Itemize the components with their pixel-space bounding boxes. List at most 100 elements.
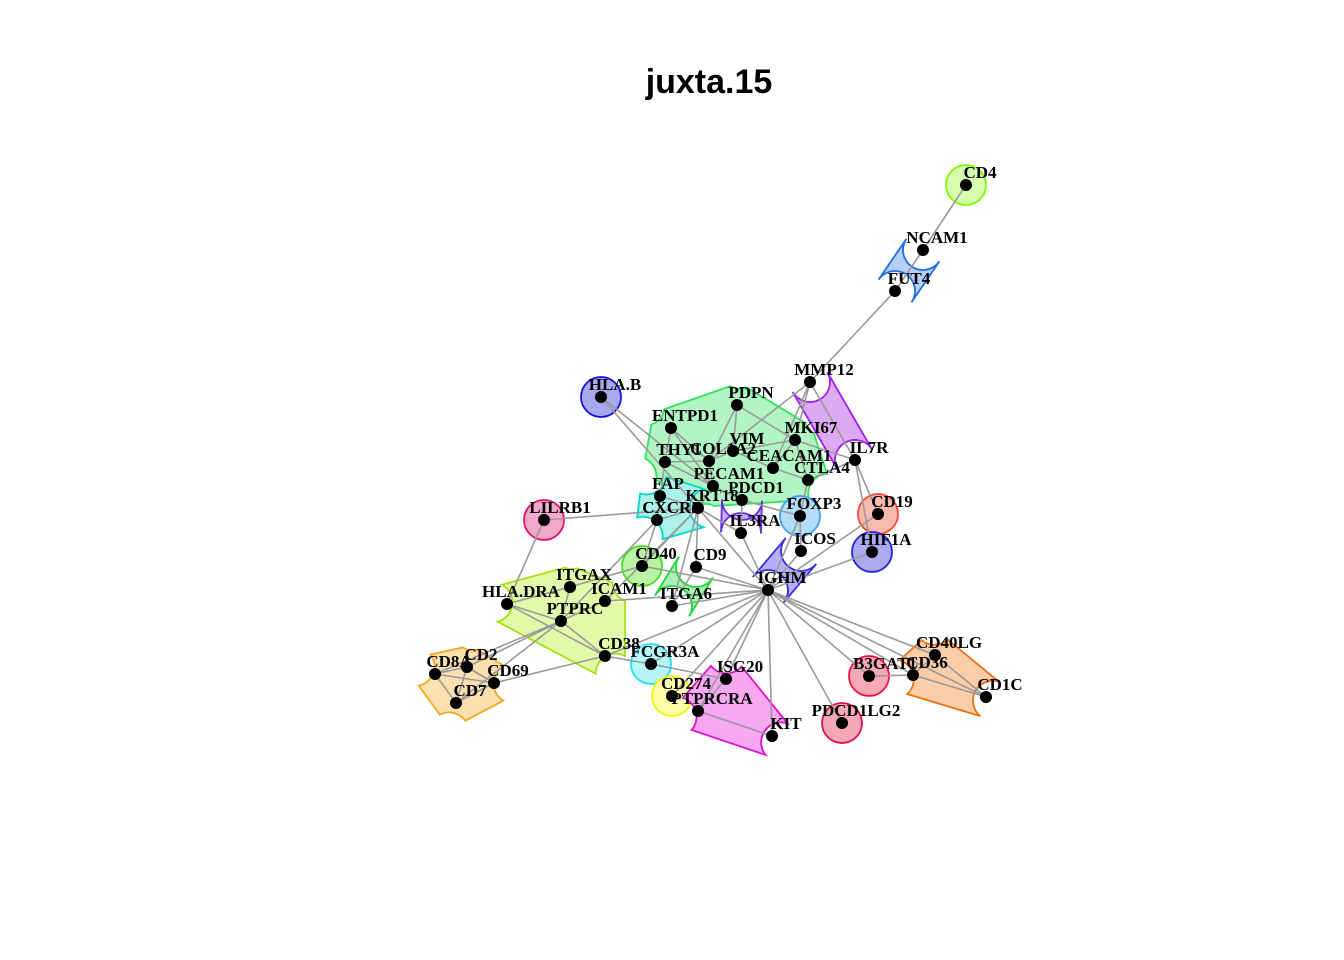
edge-icam1-ighm (604, 589, 769, 602)
node-label-vim: VIM (730, 429, 765, 448)
node-cd274 (666, 690, 678, 702)
node-label-ighm: IGHM (757, 568, 806, 587)
edge-itga6-ighm (671, 589, 769, 607)
node-label-cd274: CD274 (661, 674, 712, 693)
edge-krt18-itga6 (671, 507, 699, 607)
edge-krt18-ighm (697, 507, 769, 591)
node-cd69 (488, 677, 500, 689)
node-label-ceacam1: CEACAM1 (747, 446, 832, 465)
node-pdcd1lg2 (836, 717, 848, 729)
edge-ptprc-cd8a (434, 620, 562, 675)
node-label-thy1: THY1 (656, 440, 701, 459)
node-ptprc (555, 615, 567, 627)
edge-pdpn-mki67 (736, 404, 796, 441)
node-cd2 (461, 661, 473, 673)
node-il7r (849, 454, 861, 466)
edge-cd40-itgax (569, 565, 643, 588)
edge-cd40lg-cd1c (934, 654, 987, 698)
edge-vim-ceacam1 (732, 450, 774, 469)
node-cxcr5 (651, 514, 663, 526)
node-cd36 (907, 669, 919, 681)
node-label-ctla4: CTLA4 (794, 458, 850, 477)
node-label-itga6: ITGA6 (660, 584, 712, 603)
edge-cd2-cd7 (455, 666, 468, 704)
node-hla-b (595, 391, 607, 403)
edge-entpd1-pecam1 (670, 427, 714, 487)
edge-krt18-cd9 (695, 507, 699, 568)
edge-hif1a-ighm (767, 551, 873, 591)
edge-krt18-il3ra (697, 507, 742, 534)
node-cd38 (599, 650, 611, 662)
node-label-cd69: CD69 (487, 661, 529, 680)
edge-isg20-ighm (725, 589, 769, 680)
node-ighm (762, 584, 774, 596)
node-label-pecam1: PECAM1 (694, 464, 765, 483)
node-label-lilrb1: LILRB1 (529, 498, 590, 517)
node-label-isg20: ISG20 (717, 657, 763, 676)
edge-cxcr5-ptprc (560, 519, 658, 622)
node-label-ncam1: NCAM1 (906, 228, 967, 247)
edge-vim-mki67 (732, 439, 796, 452)
node-vim (727, 445, 739, 457)
node-label-cd19: CD19 (871, 492, 913, 511)
node-pdcd1 (736, 494, 748, 506)
edge-il3ra-ighm (740, 532, 769, 591)
edge-ctla4-il7r (807, 459, 856, 481)
edge-itgax-hla-dra (506, 586, 571, 605)
edge-cd38-cd69 (493, 655, 606, 684)
edge-cd38-fcgr3a (604, 655, 652, 665)
node-icam1 (599, 595, 611, 607)
edge-ptprc-cd2 (466, 620, 562, 668)
node-hla-dra (501, 598, 513, 610)
node-label-icos: ICOS (794, 529, 836, 548)
edge-cd19-ighm (767, 513, 879, 591)
node-b3gat1 (863, 670, 875, 682)
edge-ctla4-foxp3 (799, 479, 809, 517)
node-label-pdpn: PDPN (728, 383, 774, 402)
node-label-hla-b: HLA.B (589, 375, 641, 394)
edge-lilrb1-hla-dra (506, 519, 545, 605)
node-label-krt18: KRT18 (685, 486, 738, 505)
node-label-fcgr3a: FCGR3A (631, 642, 701, 661)
edge-ptprcra-kit (697, 710, 773, 737)
edge-b3gat1-cd36 (868, 674, 914, 677)
edge-lilrb1-krt18 (543, 507, 699, 521)
edge-cd40-ighm (641, 565, 769, 591)
node-itgax (564, 581, 576, 593)
edge-icam1-ptprc (560, 600, 606, 622)
graph-title: juxta.15 (645, 63, 773, 101)
edge-mki67-ctla4 (794, 439, 809, 481)
node-foxp3 (794, 510, 806, 522)
node-cd19 (872, 508, 884, 520)
edge-fcgr3a-isg20 (650, 663, 727, 680)
edge-pdcd1lg2-ighm (767, 589, 843, 724)
edge-pdpn-vim (732, 404, 738, 452)
edge-mki67-il7r (794, 439, 856, 461)
edge-pdpn-col1a2 (708, 404, 738, 462)
edge-kit-ighm (767, 589, 773, 737)
node-ctla4 (802, 474, 814, 486)
node-label-kit: KIT (770, 714, 802, 733)
node-mmp12 (804, 376, 816, 388)
node-label-cd7: CD7 (453, 681, 487, 700)
edge-cd4-ncam1 (922, 184, 967, 251)
edge-hla-dra-ptprc (506, 603, 562, 622)
edge-ptprcra-ighm (697, 589, 769, 712)
edge-il7r-hif1a (854, 459, 873, 553)
node-icos (795, 545, 807, 557)
node-pdpn (731, 399, 743, 411)
node-label-ptprcra: PTPRCRA (671, 689, 753, 708)
node-label-pdcd1: PDCD1 (728, 478, 784, 497)
node-label-itgax: ITGAX (556, 565, 612, 584)
edge-krt18-cxcr5 (656, 507, 699, 521)
node-label-cd40: CD40 (635, 544, 677, 563)
edge-fut4-mmp12 (809, 290, 896, 383)
edge-thy1-pecam1 (664, 461, 714, 487)
node-kit (766, 730, 778, 742)
node-hif1a (866, 546, 878, 558)
node-label-fap: FAP (652, 474, 684, 493)
edge-foxp3-ighm (767, 515, 801, 591)
node-label-cd40lg: CD40LG (916, 633, 982, 652)
node-label-fut4: FUT4 (888, 269, 931, 288)
